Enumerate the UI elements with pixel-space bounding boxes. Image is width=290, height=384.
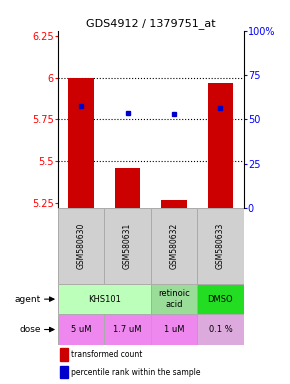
Bar [151,284,197,314]
Text: DMSO: DMSO [208,295,233,304]
Text: 1.7 uM: 1.7 uM [113,325,142,334]
Text: 1 uM: 1 uM [164,325,184,334]
Bar [151,314,197,345]
Text: retinoic
acid: retinoic acid [158,290,190,309]
Text: percentile rank within the sample: percentile rank within the sample [71,368,200,377]
Text: GSM580633: GSM580633 [216,223,225,269]
Text: GSM580631: GSM580631 [123,223,132,269]
Bar [68,78,94,208]
Text: dose: dose [19,325,41,334]
Text: KHS101: KHS101 [88,295,121,304]
Bar [58,208,104,284]
Bar [115,168,140,208]
Bar [197,284,244,314]
Title: GDS4912 / 1379751_at: GDS4912 / 1379751_at [86,18,215,30]
Text: transformed count: transformed count [71,350,142,359]
Bar [60,348,68,361]
Bar [197,208,244,284]
Bar [208,83,233,208]
Text: GSM580632: GSM580632 [169,223,179,269]
Bar [58,314,104,345]
Bar [58,284,151,314]
Bar [197,314,244,345]
Bar [151,208,197,284]
Bar [60,366,68,378]
Bar [104,208,151,284]
Bar [161,200,187,208]
Text: 5 uM: 5 uM [71,325,91,334]
Text: agent: agent [14,295,41,304]
Text: GSM580630: GSM580630 [77,223,86,269]
Bar [104,314,151,345]
Text: 0.1 %: 0.1 % [209,325,232,334]
